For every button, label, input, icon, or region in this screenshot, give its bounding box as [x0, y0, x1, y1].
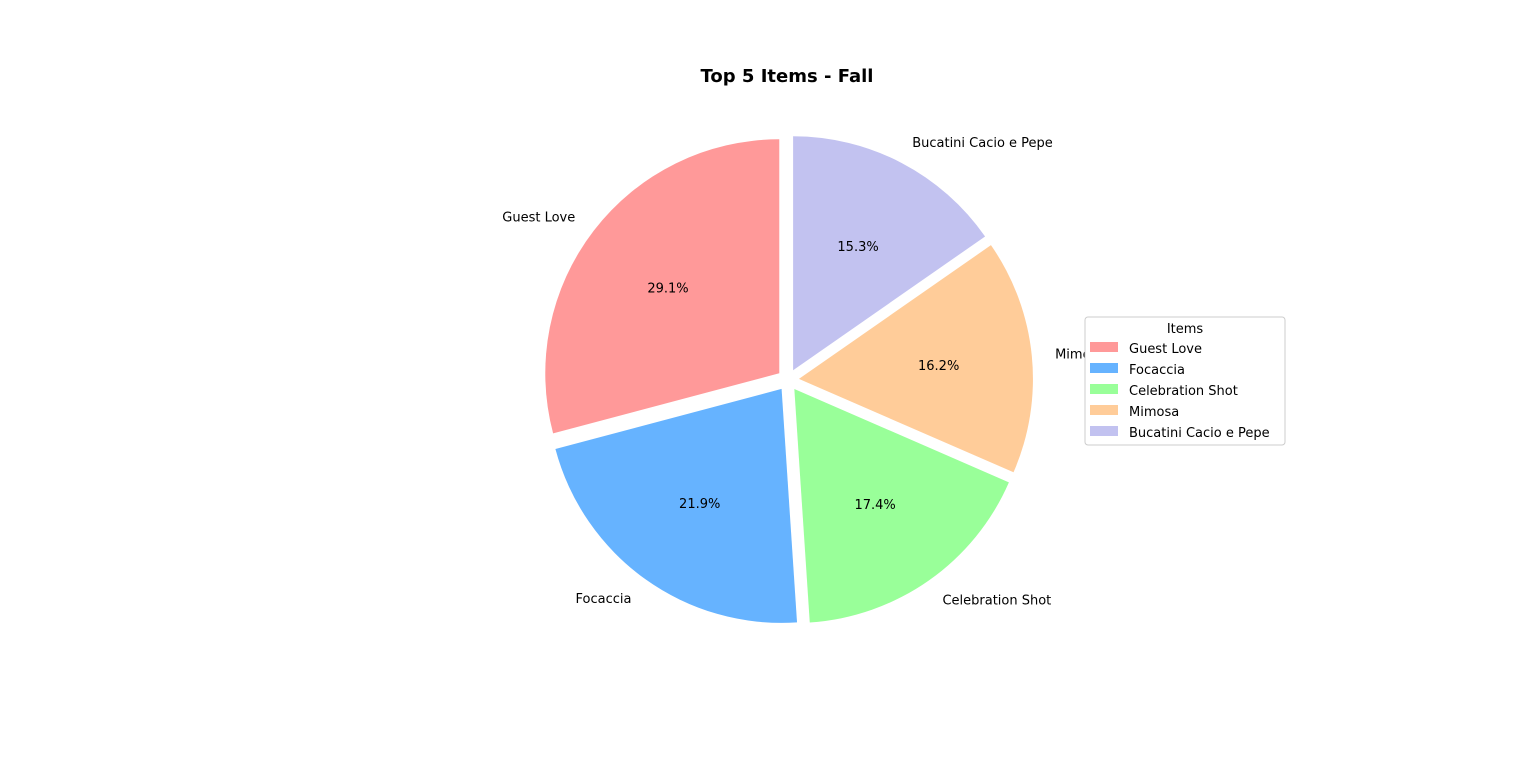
legend-swatch-focaccia	[1090, 363, 1118, 373]
legend-label-focaccia: Focaccia	[1129, 363, 1185, 378]
legend-label-bucatini-cacio-e-pepe: Bucatini Cacio e Pepe	[1129, 426, 1270, 441]
pie-slice-mimosa	[798, 245, 1033, 473]
slice-label-focaccia: Focaccia	[576, 592, 632, 607]
slice-percent-focaccia: 21.9%	[679, 497, 720, 512]
legend-swatch-celebration-shot	[1090, 384, 1118, 394]
chart-title: Top 5 Items - Fall	[701, 66, 874, 87]
legend: Items Guest Love Focaccia Celebration Shot…	[1084, 316, 1286, 446]
legend-items: Guest Love Focaccia Celebration Shot Mimosa…	[1090, 342, 1270, 441]
legend-swatch-mimosa	[1090, 405, 1118, 415]
legend-title: Items	[1167, 322, 1204, 337]
legend-label-celebration-shot: Celebration Shot	[1129, 384, 1238, 399]
slice-label-celebration-shot: Celebration Shot	[942, 593, 1051, 608]
pie-slice-bucatini-cacio-e-pepe	[793, 136, 986, 371]
legend-frame	[1084, 316, 1286, 446]
slice-percent-mimosa: 16.2%	[918, 359, 959, 374]
slice-label-guest-love: Guest Love	[502, 210, 575, 225]
slice-label-bucatini-cacio-e-pepe: Bucatini Cacio e Pepe	[912, 136, 1053, 151]
legend-label-mimosa: Mimosa	[1129, 405, 1179, 420]
slice-percent-guest-love: 29.1%	[647, 282, 688, 297]
legend-swatch-guest-love	[1090, 342, 1118, 352]
pie-slices	[545, 136, 1033, 623]
slice-percent-bucatini-cacio-e-pepe: 15.3%	[837, 240, 878, 255]
legend-swatch-bucatini-cacio-e-pepe	[1090, 426, 1118, 436]
slice-percent-celebration-shot: 17.4%	[854, 498, 895, 513]
legend-label-guest-love: Guest Love	[1129, 342, 1202, 357]
pie-slice-guest-love	[545, 139, 780, 434]
slice-labels: Guest Love 29.1% Focaccia 21.9% Celebration …	[502, 136, 1105, 608]
pie-slice-focaccia	[555, 388, 798, 623]
pie-slice-celebration-shot	[794, 388, 1009, 623]
